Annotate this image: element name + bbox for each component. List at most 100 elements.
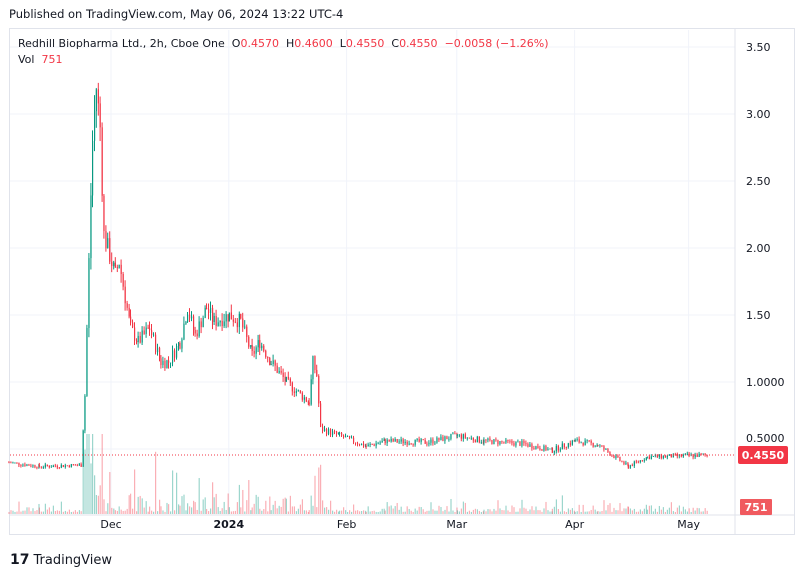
volume-bar	[246, 500, 248, 514]
volume-bar	[448, 511, 450, 514]
volume-bar	[345, 510, 347, 514]
volume-bar	[365, 511, 367, 514]
candle-body	[355, 442, 357, 444]
volume-bar	[406, 506, 408, 514]
volume-bar	[30, 511, 32, 514]
volume-bar	[359, 511, 361, 514]
volume-bar	[332, 510, 334, 514]
volume-bar	[621, 511, 623, 514]
candle-body	[132, 322, 134, 328]
candle-body	[136, 340, 138, 343]
x-tick-label: 2024	[213, 518, 244, 531]
volume-bar	[521, 499, 523, 514]
tradingview-brand[interactable]: 𝟭𝟳 TradingView	[10, 552, 112, 568]
volume-bar	[189, 506, 191, 514]
volume-bar	[503, 510, 505, 514]
candle-body	[328, 429, 330, 435]
volume-bar	[686, 511, 688, 514]
volume-bar	[68, 509, 70, 514]
volume-bar	[147, 511, 149, 514]
candle-body	[128, 307, 130, 317]
candle-body	[263, 345, 265, 351]
candle-body	[580, 442, 582, 444]
candle-body	[347, 435, 349, 437]
candle-body	[660, 454, 662, 459]
candle-body	[472, 437, 474, 441]
volume-bar	[22, 510, 24, 514]
candle-body	[8, 462, 10, 464]
candle-body	[584, 440, 586, 446]
candle-body	[236, 322, 238, 328]
volume-bar	[336, 509, 338, 514]
volume-bar	[688, 508, 690, 514]
volume-bar	[183, 494, 185, 514]
candle-body	[84, 395, 86, 431]
volume-bar	[603, 500, 605, 514]
candle-body	[139, 335, 141, 343]
candle-body	[305, 397, 307, 402]
volume-bar	[576, 511, 578, 514]
volume-bar	[501, 509, 503, 514]
candle-body	[109, 238, 111, 262]
candle-body	[406, 441, 408, 445]
candle-body	[698, 453, 700, 457]
candle-body	[30, 465, 32, 467]
candle-body	[592, 442, 594, 447]
volume-bar	[187, 503, 189, 514]
volume-bar	[489, 509, 491, 514]
candle-body	[412, 444, 414, 446]
candle-body	[396, 439, 398, 443]
candle-body	[308, 402, 310, 405]
volume-bar	[251, 507, 253, 514]
candle-body	[68, 465, 70, 468]
volume-bar	[172, 470, 174, 514]
volume-bar	[627, 506, 629, 514]
candle-body	[178, 342, 180, 347]
candle-body	[255, 347, 257, 354]
candle-body	[547, 448, 549, 451]
volume-bar	[537, 510, 539, 514]
volume-bar	[559, 511, 561, 514]
candle-body	[282, 372, 284, 377]
candle-body	[394, 439, 396, 442]
volume-bar	[236, 502, 238, 514]
volume-bar	[633, 508, 635, 514]
candle-body	[170, 362, 172, 364]
volume-bar	[569, 509, 571, 514]
candle-body	[338, 433, 340, 435]
candle-body	[74, 464, 76, 466]
volume-bar	[533, 510, 535, 514]
candle-body	[80, 464, 82, 467]
candle-body	[44, 464, 46, 468]
candle-body	[523, 440, 525, 444]
candle-body	[597, 445, 599, 447]
candle-body	[194, 329, 196, 334]
volume-bar	[635, 511, 637, 514]
volume-bar	[50, 511, 52, 514]
volume-bar	[56, 510, 58, 514]
candle-body	[191, 316, 193, 319]
volume-bar	[202, 499, 204, 514]
candle-body	[250, 345, 252, 347]
chart-frame[interactable]	[9, 28, 795, 535]
candle-body	[549, 448, 551, 450]
volume-bar	[120, 509, 122, 514]
candle-body	[460, 434, 462, 439]
candle-body	[402, 439, 404, 444]
volume-bar	[482, 511, 484, 514]
volume-bar	[690, 511, 692, 514]
candle-body	[452, 433, 454, 435]
candle-body	[228, 312, 230, 322]
candle-body	[569, 443, 571, 445]
volume-bar	[297, 508, 299, 514]
candle-body	[111, 261, 113, 267]
x-tick-label: Feb	[337, 518, 356, 531]
volume-bar	[476, 509, 478, 514]
candle-body	[90, 195, 92, 259]
candle-body	[656, 455, 658, 458]
volume-bar	[444, 509, 446, 514]
candle-body	[440, 436, 442, 441]
x-tick-label: Mar	[446, 518, 467, 531]
volume-bar	[367, 506, 369, 514]
